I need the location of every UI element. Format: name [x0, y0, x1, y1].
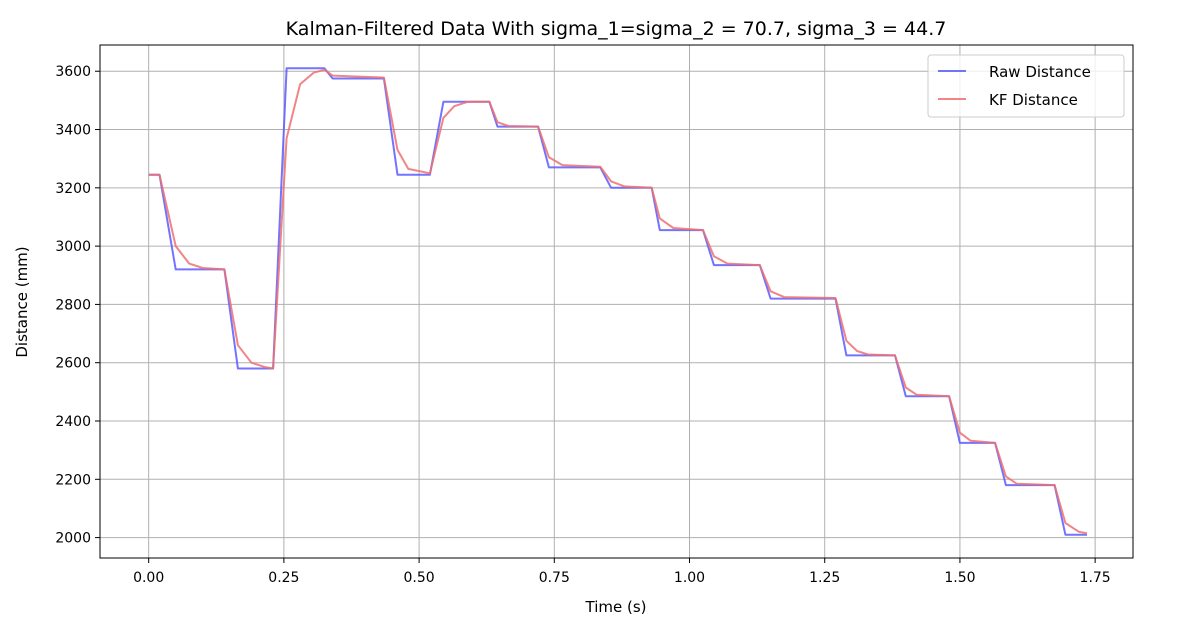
series-line-kf-distance: [148, 68, 1088, 535]
chart-title: Kalman-Filtered Data With sigma_1=sigma_…: [286, 18, 947, 40]
x-tick-label: 1.75: [1080, 570, 1111, 586]
x-tick-label: 1.25: [809, 570, 840, 586]
x-axis-label: Time (s): [585, 598, 647, 616]
legend-label-raw-distance: Raw Distance: [989, 63, 1091, 81]
y-tick-label: 3400: [55, 123, 91, 139]
y-tick-label: 3000: [55, 239, 91, 255]
y-tick-label: 2200: [55, 472, 91, 488]
x-tick-label: 0.25: [268, 570, 299, 586]
y-tick-label: 3600: [55, 64, 91, 80]
y-axis-label: Distance (mm): [13, 246, 31, 357]
series-layer: [148, 67, 1088, 536]
series-line-raw-distance: [148, 67, 1087, 536]
y-tick-label: 3200: [55, 181, 91, 197]
plot-frame: [99, 44, 1134, 559]
y-tick-label: 2600: [55, 356, 91, 372]
grid: [100, 45, 1133, 558]
x-tick-label: 0.00: [133, 570, 164, 586]
x-tick-label: 1.50: [944, 570, 975, 586]
axis-ticks: 0.00 0.25 0.50 0.75 1.00 1.25 1.50 1.75 2000 2200…: [55, 64, 1110, 586]
legend: Raw Distance KF Distance: [927, 54, 1125, 118]
legend-label-kf-distance: KF Distance: [989, 91, 1078, 109]
x-tick-label: 0.50: [404, 570, 435, 586]
x-tick-label: 1.00: [674, 570, 705, 586]
legend-box: [927, 54, 1125, 118]
y-tick-label: 2400: [55, 414, 91, 430]
x-tick-label: 0.75: [539, 570, 570, 586]
y-tick-label: 2800: [55, 297, 91, 313]
y-tick-label: 2000: [55, 531, 91, 547]
